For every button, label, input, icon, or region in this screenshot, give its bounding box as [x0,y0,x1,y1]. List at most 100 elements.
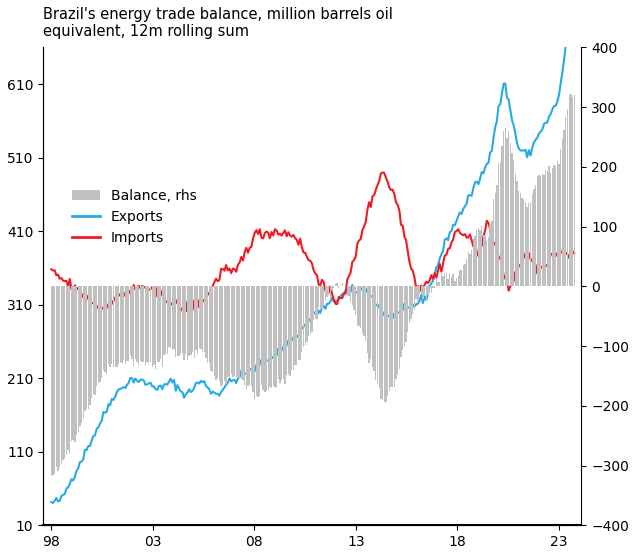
Bar [412,286,413,314]
Bar [57,286,59,471]
Bar [56,286,57,468]
Bar [185,286,186,354]
Bar [84,286,86,411]
Bar [499,162,501,286]
Bar [550,173,551,286]
Bar [333,286,335,288]
Bar [151,286,153,367]
Bar [192,286,193,352]
Bar [431,286,432,293]
Bar [315,286,316,319]
Bar [558,164,560,286]
Bar [560,148,562,286]
Bar [353,286,355,310]
Bar [269,286,270,387]
Bar [545,170,546,286]
Bar [235,286,237,377]
Bar [211,286,212,371]
Bar [402,286,403,350]
Bar [311,286,312,332]
Bar [547,171,548,286]
Bar [170,286,171,348]
Bar [229,286,230,376]
Bar [473,239,474,286]
Bar [305,286,306,345]
Bar [59,286,60,467]
Bar [462,265,464,286]
Bar [485,235,486,286]
Bar [399,286,400,369]
Bar [128,286,129,361]
Bar [264,286,265,392]
Bar [476,230,478,286]
Bar [335,285,336,286]
Bar [93,286,94,394]
Bar [200,286,202,349]
Bar [439,282,440,286]
Bar [301,286,303,353]
Bar [80,286,81,426]
Bar [535,185,536,286]
Bar [60,286,62,464]
Bar [306,286,308,342]
Text: Brazil's energy trade balance, million barrels oil
equivalent, 12m rolling sum: Brazil's energy trade balance, million b… [43,7,393,39]
Bar [214,286,215,376]
Bar [432,286,434,289]
Bar [357,286,358,326]
Bar [160,286,162,359]
Bar [109,286,111,366]
Bar [325,286,326,301]
Bar [83,286,84,418]
Bar [370,286,371,359]
Bar [444,274,445,286]
Bar [104,286,106,372]
Bar [76,286,77,435]
Bar [240,286,242,379]
Bar [528,202,530,286]
Bar [375,286,377,380]
Bar [172,286,173,350]
Bar [420,286,422,294]
Bar [543,175,544,286]
Bar [504,128,506,286]
Bar [368,286,370,363]
Bar [193,286,195,358]
Bar [62,286,64,460]
Bar [454,281,455,286]
Bar [155,286,156,369]
Bar [107,286,109,365]
Bar [162,286,163,366]
Bar [73,286,74,440]
Bar [98,286,99,383]
Bar [443,276,444,286]
Bar [537,176,538,286]
Bar [501,146,502,286]
Bar [266,286,267,391]
Bar [174,286,175,349]
Bar [245,286,247,389]
Bar [373,286,375,371]
Bar [141,286,142,363]
Bar [496,185,497,286]
Bar [268,286,269,390]
Bar [316,286,317,319]
Bar [180,286,181,354]
Bar [481,226,483,286]
Bar [179,286,180,356]
Bar [118,286,119,364]
Bar [525,202,526,286]
Bar [99,286,100,381]
Bar [513,160,515,286]
Bar [274,286,275,388]
Bar [239,286,240,380]
Bar [101,286,102,379]
Bar [329,286,331,299]
Bar [419,286,420,294]
Bar [156,286,158,362]
Bar [251,286,252,386]
Bar [177,286,178,356]
Bar [321,286,322,309]
Bar [88,286,89,409]
Bar [169,286,170,347]
Bar [106,286,107,374]
